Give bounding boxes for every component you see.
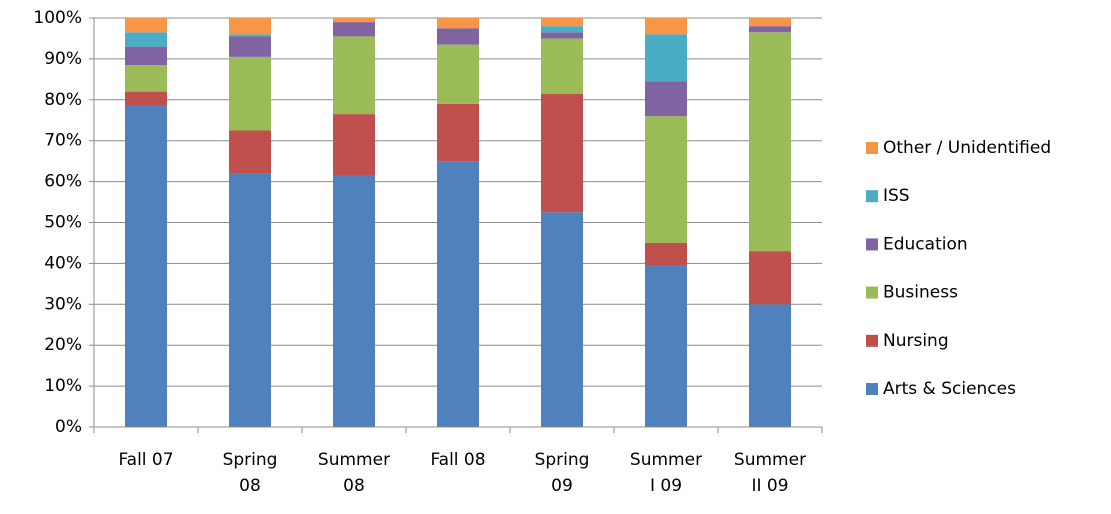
bar-segment	[437, 103, 479, 162]
legend-swatch	[866, 383, 878, 395]
bar-segment	[749, 251, 791, 305]
bar-segment	[749, 18, 791, 27]
legend-swatch	[866, 334, 878, 347]
bar-segment	[229, 18, 271, 35]
bar-segment	[125, 32, 167, 47]
x-tick-label: Summer I 09	[629, 450, 703, 496]
y-tick-label: 10%	[44, 376, 82, 396]
bar-segment	[645, 265, 687, 427]
bar-segment	[333, 36, 375, 115]
bar-segment	[645, 18, 687, 35]
bar-segment	[437, 18, 479, 29]
bar-segment	[541, 32, 583, 39]
x-tick-label: Summer II 09	[733, 450, 807, 496]
bar-segment	[541, 26, 583, 33]
y-tick-label: 100%	[33, 8, 82, 28]
bar-segment	[333, 114, 375, 176]
bar-segment	[437, 44, 479, 104]
bar-segment	[125, 18, 167, 33]
bar-segment	[229, 36, 271, 57]
legend-swatch	[866, 286, 878, 299]
bar-segment	[333, 18, 375, 23]
bar-segment	[541, 18, 583, 27]
legend-swatch	[866, 142, 878, 154]
y-tick-label: 20%	[44, 335, 82, 355]
bar-segment	[125, 65, 167, 92]
y-tick-label: 0%	[55, 417, 82, 437]
y-tick-label: 50%	[44, 213, 82, 233]
bar-segment	[333, 175, 375, 427]
bar-segment	[229, 130, 271, 174]
x-tick-label: Summer 08	[317, 450, 391, 496]
bar-segment	[749, 304, 791, 427]
bar-segment	[437, 28, 479, 45]
bar-segment	[125, 105, 167, 427]
bar-segment	[541, 93, 583, 213]
bar-segment	[125, 91, 167, 106]
bar-segment	[645, 116, 687, 243]
y-tick-label: 60%	[44, 172, 82, 192]
legend-label: Business	[883, 283, 958, 303]
bar-segment	[125, 46, 167, 66]
bar-segment	[437, 161, 479, 427]
y-tick-label: 90%	[44, 49, 82, 69]
legend-label: Other / Unidentified	[883, 138, 1051, 158]
x-tick-label: Fall 07	[118, 450, 174, 470]
bar-segment	[541, 212, 583, 427]
x-tick-label: Spring 08	[222, 450, 278, 496]
y-tick-label: 70%	[44, 131, 82, 151]
legend-label: Nursing	[883, 331, 949, 351]
bar-segment	[229, 56, 271, 131]
legend-label: Arts & Sciences	[883, 379, 1016, 399]
legend-swatch	[866, 190, 878, 203]
legend-swatch	[866, 238, 878, 251]
x-tick-label: Spring 09	[534, 450, 590, 496]
bar-segment	[645, 34, 687, 82]
x-tick-label: Fall 08	[430, 450, 486, 470]
bar-segment	[333, 22, 375, 37]
bar-segment	[229, 173, 271, 427]
y-tick-label: 80%	[44, 90, 82, 110]
bar-segment	[229, 34, 271, 37]
legend-label: ISS	[883, 186, 910, 206]
bar-segment	[749, 32, 791, 252]
y-tick-label: 40%	[44, 253, 82, 273]
bar-segment	[645, 81, 687, 117]
bar-segment	[749, 26, 791, 33]
bar-segment	[541, 38, 583, 94]
legend-label: Education	[883, 234, 968, 254]
y-tick-label: 30%	[44, 294, 82, 314]
bar-segment	[645, 242, 687, 266]
